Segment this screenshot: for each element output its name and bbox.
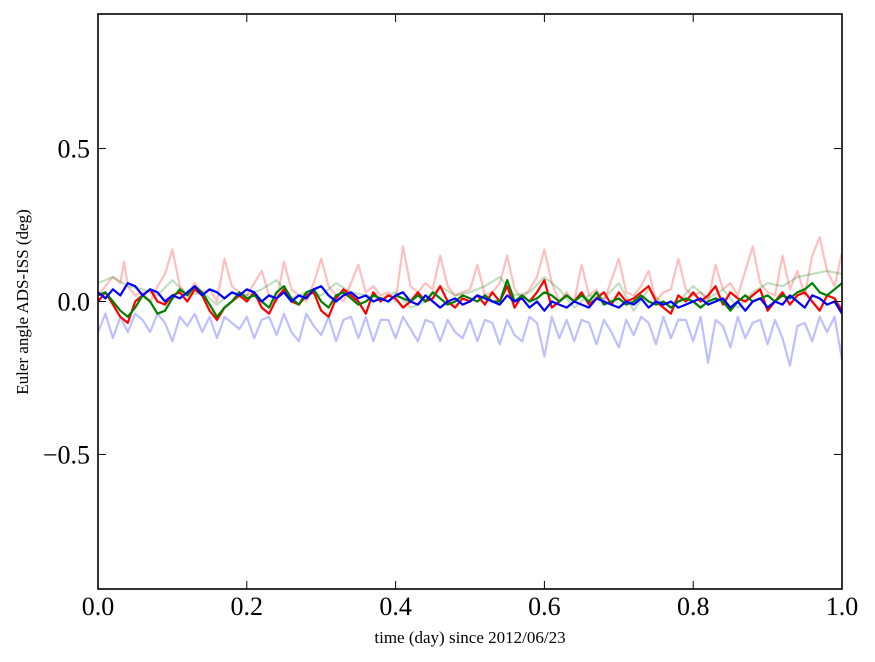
series-layer bbox=[96, 236, 844, 367]
x-tick-label: 0.8 bbox=[677, 592, 710, 621]
x-tick-label: 0.2 bbox=[231, 592, 264, 621]
y-tick-labels: −0.5 0.0 0.5 bbox=[43, 135, 90, 470]
y-tick-label: 0.5 bbox=[58, 135, 91, 164]
x-tick-label: 1.0 bbox=[826, 592, 859, 621]
y-tick-label: 0.0 bbox=[58, 288, 91, 317]
y-tick-label: −0.5 bbox=[43, 440, 90, 469]
series-line-faint-red bbox=[97, 236, 844, 303]
x-tick-labels: 0.0 0.2 0.4 0.6 0.8 1.0 bbox=[82, 592, 859, 621]
x-axis-label: time (day) since 2012/06/23 bbox=[374, 628, 565, 647]
x-tick-label: 0.0 bbox=[82, 592, 115, 621]
x-tick-label: 0.6 bbox=[528, 592, 561, 621]
series-line-faint-blue bbox=[96, 312, 844, 367]
axes-frame bbox=[97, 13, 843, 590]
x-tick-label: 0.4 bbox=[379, 592, 412, 621]
series-line-blue bbox=[97, 282, 843, 315]
y-axis-label: Euler angle ADS-ISS (deg) bbox=[13, 209, 32, 395]
